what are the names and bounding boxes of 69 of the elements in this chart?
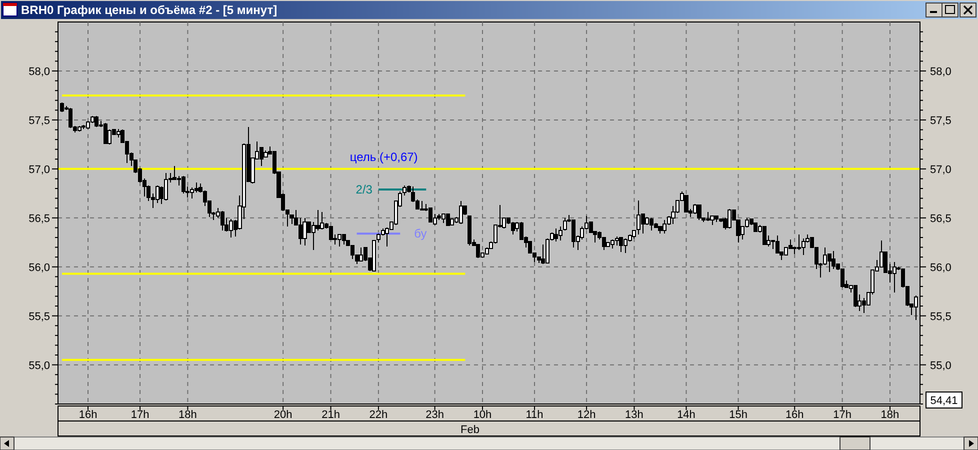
candlestick [554, 228, 558, 242]
candlestick [420, 200, 424, 211]
candlestick [220, 210, 224, 232]
x-tick-label: 23h [426, 409, 444, 421]
y-tick-label: 55,5 [28, 310, 50, 323]
candlestick [302, 217, 307, 246]
x-tick-label: 16h [78, 409, 98, 421]
candlestick [359, 246, 364, 262]
y2-tick-label: 57,5 [930, 114, 952, 127]
y-tick-label: 57,5 [28, 114, 50, 127]
candlestick [94, 116, 99, 128]
y-tick-label: 57,0 [28, 164, 50, 176]
y2-tick-label: 58,0 [930, 66, 952, 78]
candlestick [467, 215, 472, 246]
y2-tick-label: 55,5 [930, 310, 952, 323]
candlestick [762, 226, 766, 245]
x-tick-label: 16h [785, 409, 804, 421]
candlestick [892, 261, 896, 293]
candlestick [632, 230, 636, 239]
text: Feb [460, 424, 480, 436]
y2-tick-label: 57,0 [930, 164, 952, 176]
candlestick [82, 124, 86, 130]
candlestick [181, 175, 186, 194]
text: 54,41 [930, 395, 958, 407]
candlestick [68, 108, 73, 128]
y-tick-label: 56,0 [28, 262, 50, 274]
candlestick [853, 284, 858, 308]
y2-tick-label: 56,5 [930, 212, 952, 225]
candlestick [77, 125, 82, 132]
candlestick [562, 217, 567, 232]
candlestick [710, 215, 714, 226]
x-tick-label: 17h [833, 409, 852, 421]
y2-tick-label: 56,0 [930, 262, 952, 274]
ref-line-label: цель (+0,67) [350, 150, 418, 164]
candlestick [86, 120, 90, 130]
y-tick-label: 58,0 [28, 66, 50, 78]
x-tick-label: 21h [322, 409, 340, 421]
candlestick [801, 238, 806, 256]
x-tick-label: 17h [130, 409, 150, 421]
candlestick [684, 194, 688, 213]
x-tick-label: 20h [274, 409, 292, 421]
x-tick-label: 10h [473, 409, 492, 421]
x-tick-label: 13h [625, 409, 644, 421]
series-label: бу [414, 226, 427, 241]
candlestick [342, 234, 346, 245]
candlestick [103, 122, 108, 144]
candlestick [832, 250, 836, 270]
x-tick-label: 15h [729, 409, 748, 421]
x-tick-label: 14h [677, 409, 696, 421]
y2-tick-label: 55,0 [930, 360, 952, 372]
candlestick [636, 200, 641, 236]
x-tick-label: 22h [369, 409, 388, 421]
candlestick [754, 222, 758, 232]
candlestick [458, 200, 463, 224]
x-tick-label: 12h [577, 409, 596, 421]
chart-title: BRH0 График цены и объёма #2 - [5 минут] [21, 3, 278, 17]
candlestick [697, 204, 702, 220]
x-tick-label: 18h [178, 409, 197, 421]
candlestick [372, 240, 376, 272]
x-tick-label: 18h [880, 409, 900, 421]
candlestick [619, 236, 624, 253]
candlestick [155, 185, 160, 204]
series-label: 2/3 [356, 182, 373, 196]
candlestick [476, 244, 480, 259]
candlestick [446, 213, 450, 226]
candlestick [510, 221, 515, 236]
x-tick-label: 11h [526, 409, 544, 421]
y-tick-label: 55,0 [28, 360, 50, 372]
y-tick-label: 56,5 [28, 212, 50, 225]
